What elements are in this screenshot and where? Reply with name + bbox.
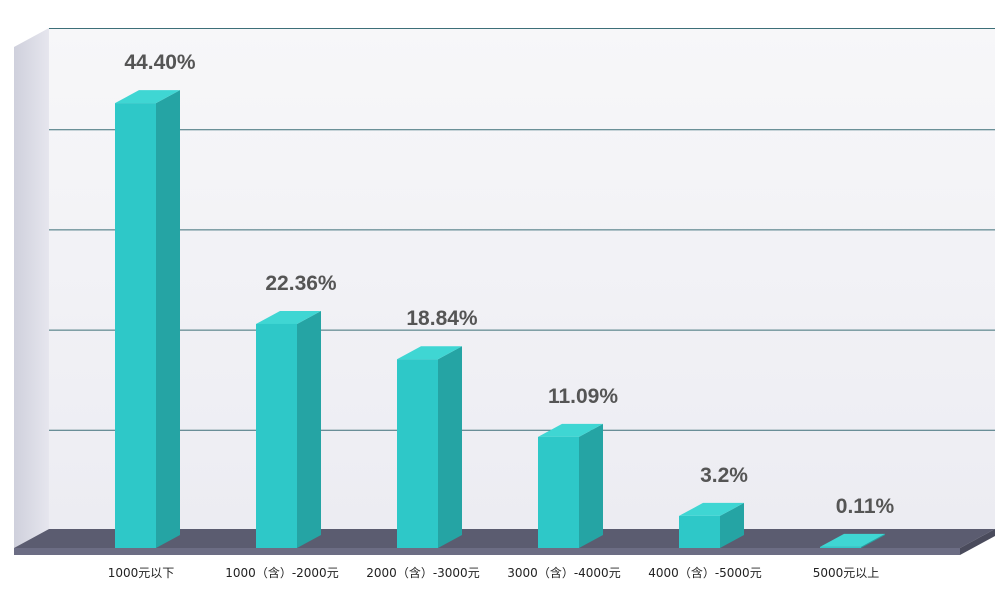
back-wall	[49, 28, 995, 530]
bar	[538, 423, 603, 548]
gridlines	[49, 129, 995, 431]
data-label: 3.2%	[700, 464, 748, 487]
category-label: 3000（含）-4000元	[507, 565, 620, 580]
data-label: 0.11%	[836, 495, 895, 518]
floor-front	[14, 548, 960, 555]
bar-front	[256, 323, 297, 548]
bar	[820, 533, 885, 548]
data-label: 22.36%	[265, 272, 337, 295]
bar-top	[538, 423, 603, 437]
plot-area	[14, 28, 995, 548]
bar-side	[297, 310, 321, 548]
bar-top	[397, 346, 462, 360]
bar-top	[820, 533, 885, 547]
bar-side	[720, 502, 744, 548]
bar	[256, 310, 321, 548]
bar-front	[115, 103, 156, 548]
category-labels: 1000元以下 1000（含）-2000元 2000（含）-3000元 3000（含）…	[108, 565, 880, 580]
bar-side	[438, 346, 462, 548]
floor-side	[960, 529, 995, 555]
bar-front	[538, 436, 579, 548]
left-wall	[14, 28, 49, 548]
bar-top	[256, 310, 321, 324]
bar	[115, 90, 180, 548]
bar	[679, 502, 744, 548]
category-label: 4000（含）-5000元	[648, 565, 761, 580]
bar-side	[579, 423, 603, 548]
bar-front	[397, 359, 438, 548]
category-label: 1000元以下	[108, 566, 175, 580]
bar-top	[679, 502, 744, 516]
bar-side	[861, 533, 885, 548]
data-label: 18.84%	[406, 307, 478, 330]
bar-side	[156, 90, 180, 548]
category-label: 1000（含）-2000元	[225, 565, 338, 580]
bar	[397, 346, 462, 548]
data-label: 44.40%	[124, 51, 196, 74]
data-label: 11.09%	[548, 385, 618, 408]
bar-top	[115, 90, 180, 104]
bars	[115, 90, 885, 548]
data-labels: 44.40% 22.36% 18.84% 11.09% 3.2% 0.11%	[124, 51, 894, 518]
bar-front	[679, 515, 720, 548]
bar-front	[820, 546, 861, 548]
category-label: 2000（含）-3000元	[366, 565, 479, 580]
category-label: 5000元以上	[813, 566, 880, 580]
